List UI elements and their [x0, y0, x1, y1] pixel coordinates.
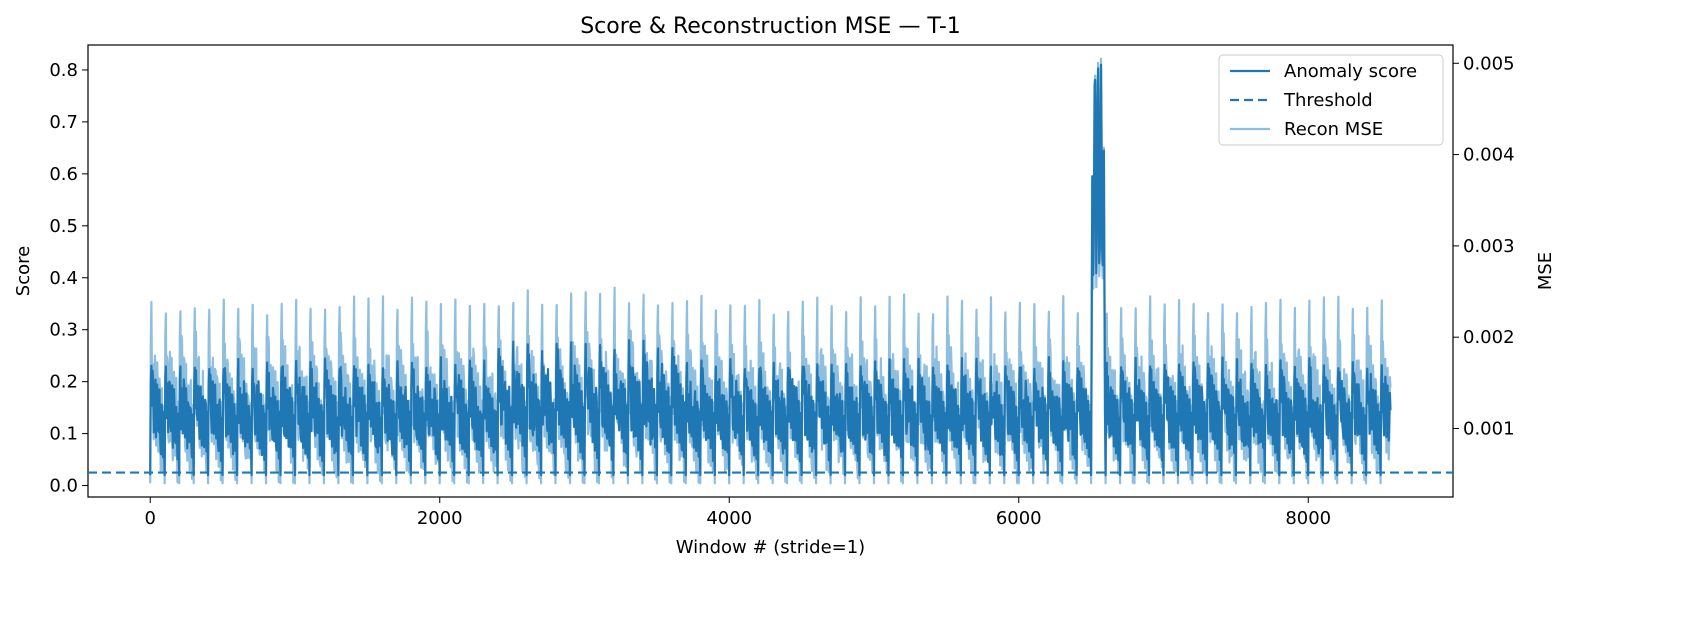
y-tick-label: 0.2 — [49, 372, 78, 393]
legend-label-threshold: Threshold — [1283, 90, 1373, 111]
y-axis-left: 0.0 0.1 0.2 0.3 0.4 0.5 0.6 0.7 0.8 — [49, 60, 88, 497]
y-tick-label: 0.3 — [49, 320, 78, 341]
x-tick-label: 8000 — [1285, 508, 1331, 529]
x-axis-label: Window # (stride=1) — [676, 537, 865, 558]
x-tick-label: 2000 — [417, 508, 463, 529]
chart-title: Score & Reconstruction MSE — T-1 — [580, 14, 961, 39]
legend-box — [1218, 54, 1444, 146]
y-tick-label: 0.6 — [49, 164, 78, 185]
y-right-tick-label: 0.005 — [1463, 53, 1515, 74]
y-right-tick-label: 0.004 — [1463, 145, 1515, 166]
y-tick-label: 0.0 — [49, 476, 78, 497]
x-tick-label: 0 — [145, 508, 156, 529]
y-right-tick-label: 0.001 — [1463, 419, 1515, 440]
legend-label-anomaly-score: Anomaly score — [1284, 61, 1417, 82]
y-tick-label: 0.7 — [49, 112, 78, 133]
y-tick-label: 0.8 — [49, 60, 78, 81]
anomaly-score-line — [149, 63, 1392, 477]
plot-area-frame — [87, 44, 1454, 498]
y-tick-label: 0.1 — [49, 424, 78, 445]
y-axis-label: Score — [13, 246, 34, 296]
y-tick-label: 0.5 — [49, 216, 78, 237]
y-tick-label: 0.4 — [49, 268, 78, 289]
y-axis-right-label: MSE — [1535, 252, 1556, 290]
x-tick-label: 6000 — [996, 508, 1042, 529]
legend: Anomaly score Threshold Recon MSE — [1218, 54, 1444, 146]
y-axis-right: 0.001 0.002 0.003 0.004 0.005 — [1453, 53, 1515, 440]
legend-label-recon-mse: Recon MSE — [1284, 119, 1383, 140]
x-axis: 0 2000 4000 6000 8000 — [145, 497, 1331, 529]
y-right-tick-label: 0.002 — [1463, 327, 1515, 348]
anomaly-score-series — [149, 63, 1392, 477]
x-tick-label: 4000 — [706, 508, 752, 529]
y-right-tick-label: 0.003 — [1463, 236, 1515, 257]
